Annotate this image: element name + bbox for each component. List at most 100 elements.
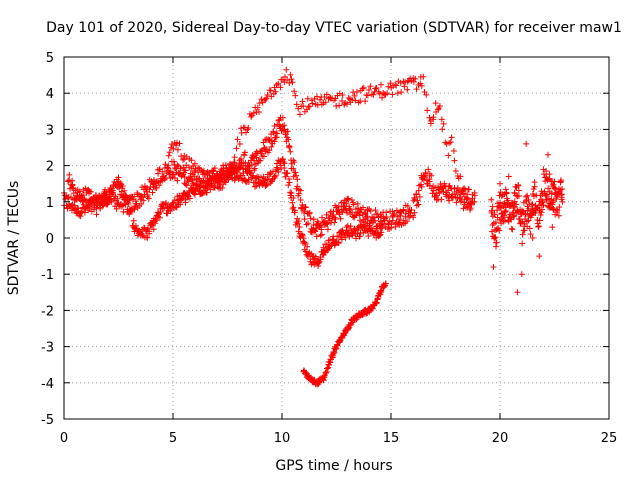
data-point xyxy=(332,216,339,223)
data-point xyxy=(165,162,172,169)
data-point xyxy=(544,151,551,158)
data-point xyxy=(210,168,217,175)
data-point xyxy=(275,168,282,175)
data-point xyxy=(362,210,369,217)
data-point xyxy=(170,145,177,152)
data-point xyxy=(492,219,499,226)
data-point xyxy=(356,233,363,240)
data-point xyxy=(330,211,337,218)
data-point xyxy=(196,165,203,172)
data-point xyxy=(465,186,472,193)
data-point xyxy=(144,234,151,241)
data-point xyxy=(301,216,308,223)
data-point xyxy=(319,214,326,221)
data-point xyxy=(182,181,189,188)
data-point xyxy=(551,178,558,185)
data-point xyxy=(439,126,446,133)
data-point xyxy=(234,136,241,143)
data-point xyxy=(339,92,346,99)
data-point xyxy=(280,158,287,165)
data-point xyxy=(114,195,121,202)
data-point xyxy=(554,207,561,214)
data-point xyxy=(257,157,264,164)
data-point xyxy=(235,176,242,183)
data-point xyxy=(519,231,526,238)
data-point xyxy=(525,205,532,212)
data-point xyxy=(256,100,263,107)
data-point xyxy=(354,227,361,234)
data-point xyxy=(262,96,269,103)
data-point xyxy=(191,190,198,197)
data-point xyxy=(346,324,353,331)
data-point xyxy=(106,197,113,204)
data-point xyxy=(204,189,211,196)
data-point xyxy=(248,162,255,169)
data-point xyxy=(378,81,385,88)
data-point xyxy=(196,175,203,182)
data-point xyxy=(519,240,526,247)
data-point xyxy=(496,227,503,234)
data-point xyxy=(420,73,427,80)
y-tick-label: -1 xyxy=(41,268,54,283)
data-point xyxy=(169,171,176,178)
data-point xyxy=(308,97,315,104)
data-point xyxy=(133,225,140,232)
data-point xyxy=(546,200,553,207)
data-point xyxy=(349,209,356,216)
data-point xyxy=(65,195,72,202)
data-point xyxy=(359,85,366,92)
data-point xyxy=(271,138,278,145)
data-point xyxy=(451,157,458,164)
data-point xyxy=(344,101,351,108)
data-point xyxy=(169,200,176,207)
data-point xyxy=(291,169,298,176)
data-point xyxy=(452,167,459,174)
y-axis-label: SDTVAR / TECUs xyxy=(6,181,22,296)
data-point xyxy=(523,193,530,200)
data-point xyxy=(389,91,396,98)
data-point xyxy=(271,173,278,180)
data-point xyxy=(330,350,337,357)
data-point xyxy=(318,224,325,231)
data-point xyxy=(294,176,301,183)
data-point xyxy=(540,171,547,178)
data-point xyxy=(411,209,418,216)
data-point xyxy=(282,173,289,180)
data-point xyxy=(352,235,359,242)
data-point xyxy=(131,193,138,200)
data-point xyxy=(290,195,297,202)
data-point xyxy=(156,214,163,221)
data-point xyxy=(251,165,258,172)
data-point xyxy=(535,223,542,230)
data-point xyxy=(304,243,311,250)
data-point xyxy=(236,140,243,147)
data-point xyxy=(268,93,275,100)
data-point xyxy=(287,71,294,78)
data-point xyxy=(450,147,457,154)
data-point xyxy=(258,96,265,103)
x-tick-label: 20 xyxy=(492,431,509,446)
y-tick-label: 2 xyxy=(46,160,54,175)
data-point xyxy=(299,98,306,105)
data-point xyxy=(76,188,83,195)
data-point xyxy=(69,182,76,189)
data-point xyxy=(254,104,261,111)
data-point xyxy=(263,146,270,153)
data-point xyxy=(66,171,73,178)
data-point xyxy=(510,213,517,220)
data-point xyxy=(222,162,229,169)
data-point xyxy=(390,212,397,219)
data-point xyxy=(365,86,372,93)
x-tick-labels: 0 5 10 15 20 25 xyxy=(60,431,617,446)
data-point xyxy=(503,190,510,197)
data-point xyxy=(291,88,298,95)
data-point xyxy=(297,187,304,194)
data-point xyxy=(517,219,524,226)
data-point xyxy=(150,176,157,183)
x-tick-label: 5 xyxy=(169,431,177,446)
data-point xyxy=(408,207,415,214)
data-point xyxy=(177,201,184,208)
data-point xyxy=(336,102,343,109)
data-point xyxy=(559,198,566,205)
data-point xyxy=(537,211,544,218)
